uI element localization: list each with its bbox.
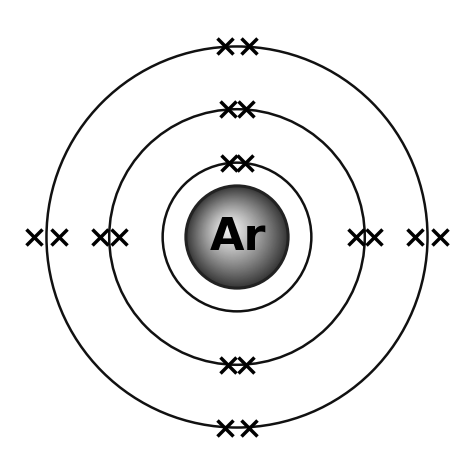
Circle shape <box>201 201 267 267</box>
Circle shape <box>215 215 247 247</box>
Circle shape <box>187 187 286 286</box>
Circle shape <box>214 214 247 247</box>
Circle shape <box>192 192 279 279</box>
Circle shape <box>217 217 244 244</box>
Circle shape <box>198 198 271 271</box>
Circle shape <box>202 202 265 265</box>
Circle shape <box>226 226 232 232</box>
Circle shape <box>199 199 269 269</box>
Circle shape <box>193 193 278 278</box>
Circle shape <box>219 219 240 240</box>
Circle shape <box>200 200 269 269</box>
Circle shape <box>204 204 263 263</box>
Circle shape <box>199 199 270 270</box>
Circle shape <box>209 209 256 256</box>
Circle shape <box>224 224 234 234</box>
Circle shape <box>189 189 284 284</box>
Circle shape <box>210 210 254 254</box>
Circle shape <box>193 193 278 278</box>
Circle shape <box>203 203 264 264</box>
Circle shape <box>222 222 237 237</box>
Circle shape <box>195 195 274 274</box>
Circle shape <box>211 211 252 252</box>
Circle shape <box>201 201 266 266</box>
Circle shape <box>196 196 274 274</box>
Circle shape <box>200 200 268 268</box>
Circle shape <box>216 216 246 246</box>
Circle shape <box>187 187 287 287</box>
Circle shape <box>205 205 261 261</box>
Circle shape <box>186 186 288 288</box>
Circle shape <box>204 204 262 262</box>
Text: Ar: Ar <box>210 216 266 258</box>
Circle shape <box>228 228 229 229</box>
Circle shape <box>194 194 276 276</box>
Circle shape <box>214 214 248 248</box>
Circle shape <box>218 218 242 242</box>
Circle shape <box>190 190 283 283</box>
Circle shape <box>221 221 238 238</box>
Circle shape <box>195 195 275 275</box>
Circle shape <box>212 212 251 251</box>
Circle shape <box>202 202 265 265</box>
Circle shape <box>219 219 241 241</box>
Circle shape <box>217 217 245 245</box>
Circle shape <box>219 219 242 242</box>
Circle shape <box>220 220 239 239</box>
Circle shape <box>221 221 238 238</box>
Circle shape <box>208 208 256 256</box>
Circle shape <box>196 196 273 273</box>
Circle shape <box>194 194 277 277</box>
Circle shape <box>222 222 237 237</box>
Circle shape <box>218 218 243 243</box>
Circle shape <box>207 207 258 258</box>
Circle shape <box>227 227 229 229</box>
Circle shape <box>209 209 255 255</box>
Circle shape <box>207 207 259 259</box>
Circle shape <box>206 206 260 260</box>
Circle shape <box>190 190 282 282</box>
Circle shape <box>223 223 236 236</box>
Circle shape <box>188 188 285 285</box>
Circle shape <box>191 191 280 280</box>
Circle shape <box>210 210 255 255</box>
Circle shape <box>223 223 235 235</box>
Circle shape <box>197 197 273 273</box>
Circle shape <box>225 225 233 233</box>
Circle shape <box>224 224 233 233</box>
Circle shape <box>226 226 231 231</box>
Circle shape <box>191 191 281 281</box>
Circle shape <box>189 189 283 283</box>
Circle shape <box>213 213 250 250</box>
Circle shape <box>210 210 253 253</box>
Circle shape <box>198 198 272 272</box>
Circle shape <box>213 213 249 249</box>
Circle shape <box>227 227 230 230</box>
Circle shape <box>186 186 287 287</box>
Circle shape <box>215 215 246 246</box>
Circle shape <box>212 212 251 251</box>
Circle shape <box>191 191 282 282</box>
Circle shape <box>208 208 257 257</box>
Circle shape <box>205 205 260 260</box>
Circle shape <box>203 203 264 264</box>
